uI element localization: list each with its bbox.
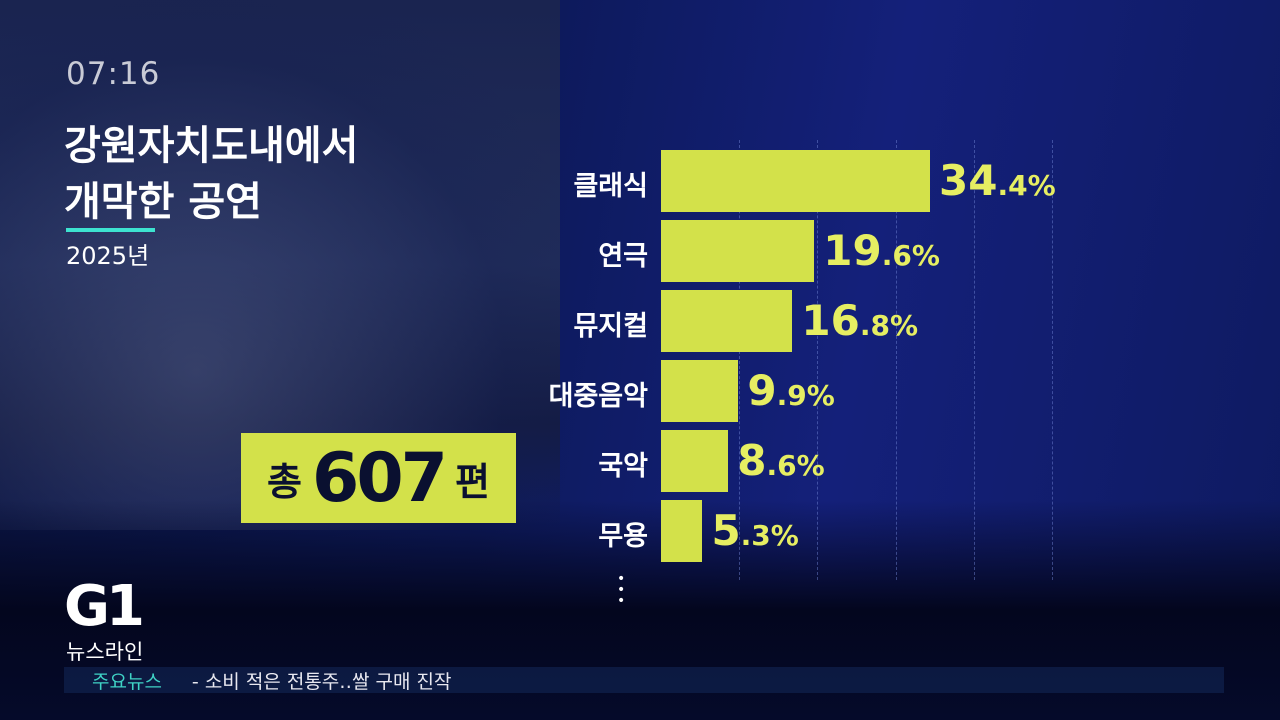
ticker-label: 주요뉴스: [92, 670, 162, 693]
value-label: 34.4%: [939, 156, 1056, 205]
bar: [661, 360, 739, 422]
value-integer: 34: [939, 156, 998, 205]
gridline: [973, 140, 975, 580]
ticker-text: - 소비 적은 전통주‥쌀 구매 진작: [191, 670, 452, 693]
total-number: 607: [312, 438, 448, 518]
chart-title: 강원자치도내에서 개막한 공연: [64, 118, 358, 230]
value-decimal: .8%: [859, 309, 919, 342]
program-name: 뉴스라인: [66, 640, 144, 664]
gridline: [739, 140, 741, 580]
value-decimal: .6%: [881, 239, 940, 272]
bar: [661, 500, 703, 562]
value-label: 8.6%: [737, 436, 824, 485]
value-integer: 9: [747, 366, 777, 415]
title-line-1: 강원자치도내에서: [64, 123, 359, 169]
value-decimal: .6%: [766, 449, 825, 482]
g1-logo: G1: [64, 574, 145, 639]
value-decimal: .9%: [776, 379, 835, 412]
category-label: 클래식: [573, 171, 648, 202]
bar: [661, 290, 793, 352]
gridline: [817, 140, 819, 580]
more-indicator: • • •: [617, 571, 626, 609]
value-decimal: .4%: [997, 169, 1056, 202]
category-label: 국악: [598, 451, 648, 482]
total-prefix: 총: [267, 459, 303, 504]
bar: [661, 150, 930, 212]
category-label: 연극: [598, 241, 648, 272]
year-label: 2025년: [66, 242, 150, 270]
gridline: [1052, 140, 1053, 580]
value-label: 5.3%: [711, 506, 798, 555]
title-underline: [66, 228, 155, 232]
total-count-box: 총 607 편: [241, 433, 516, 523]
category-label: 무용: [598, 521, 648, 552]
category-label: 뮤지컬: [573, 311, 648, 342]
value-integer: 16: [801, 296, 860, 345]
value-label: 19.6%: [823, 226, 940, 275]
bar: [661, 220, 815, 282]
gridline: [895, 140, 897, 580]
total-suffix: 편: [454, 459, 490, 504]
value-label: 9.9%: [747, 366, 834, 415]
value-integer: 5: [711, 506, 741, 555]
value-integer: 8: [737, 436, 767, 485]
news-ticker: 주요뉴스 - 소비 적은 전통주‥쌀 구매 진작: [64, 667, 1224, 693]
category-label: 대중음악: [548, 381, 648, 412]
title-line-2: 개막한 공연: [64, 179, 262, 225]
value-label: 16.8%: [801, 296, 918, 345]
bar: [661, 430, 729, 492]
value-integer: 19: [823, 226, 882, 275]
value-decimal: .3%: [740, 519, 799, 552]
clock: 07:16: [66, 56, 161, 92]
